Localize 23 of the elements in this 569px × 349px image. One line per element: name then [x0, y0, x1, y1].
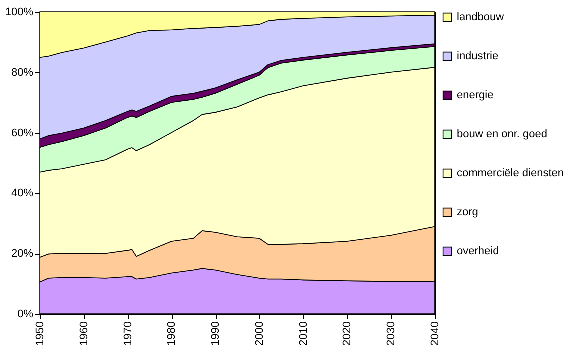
- x-tick-label: 1950: [34, 322, 46, 346]
- y-tick-label: 40%: [11, 188, 34, 200]
- y-tick-label: 0%: [18, 308, 34, 320]
- y-tick-label: 80%: [11, 66, 34, 79]
- x-tick-label: 1990: [210, 322, 222, 346]
- legend-label: energie: [457, 90, 494, 102]
- x-tick-label: 2030: [386, 322, 398, 346]
- legend-label: landbouw: [457, 12, 504, 24]
- y-tick-label: 60%: [11, 127, 34, 140]
- x-tick-label: 2010: [298, 322, 310, 346]
- x-tick-label: 2020: [342, 322, 354, 346]
- legend-label: overheid: [457, 246, 500, 258]
- x-tick-label: 1980: [166, 322, 178, 346]
- legend-label: zorg: [457, 206, 478, 218]
- legend-label: bouw en onr. goed: [457, 128, 548, 140]
- x-tick-label: 1960: [78, 322, 90, 346]
- legend-label: commerciële diensten: [457, 168, 564, 180]
- x-tick-label: 2040: [430, 322, 442, 346]
- y-tick-label: 100%: [5, 6, 34, 18]
- legend-label: industrie: [457, 50, 499, 62]
- x-tick-label: 2000: [254, 322, 266, 346]
- y-tick-label: 20%: [11, 248, 34, 260]
- x-tick-label: 1970: [122, 322, 134, 346]
